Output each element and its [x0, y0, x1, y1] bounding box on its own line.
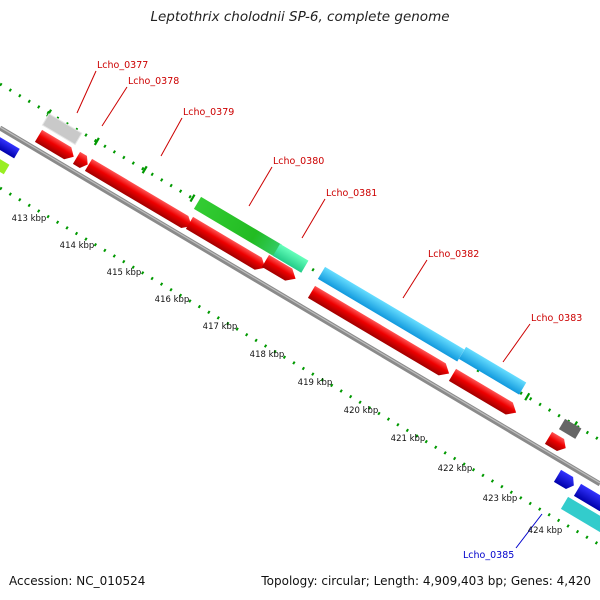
scale-tick-labels: 413 kbp 414 kbp 415 kbp 416 kbp 417 kbp 418 k…	[12, 214, 563, 536]
scale-tick-label: 424 kbp	[528, 526, 563, 536]
gene-lcho-0385	[560, 496, 600, 540]
cds-lcho-0382	[307, 285, 450, 376]
scale-tick-label: 413 kbp	[12, 214, 47, 224]
genome-backbone	[0, 125, 600, 487]
gene-label: Lcho_0380	[273, 156, 324, 167]
cds-lcho-0378	[72, 151, 88, 168]
map-title: Leptothrix cholodnii SP-6, complete geno…	[150, 9, 450, 25]
scale-tick-label: 421 kbp	[391, 434, 426, 444]
scale-tick-label: 415 kbp	[107, 268, 142, 278]
gene-label: Lcho_0385	[463, 550, 514, 561]
major-tick	[524, 392, 531, 401]
scale-tick-label: 417 kbp	[203, 322, 238, 332]
major-tick	[141, 165, 148, 174]
label-leader-line	[101, 86, 128, 127]
gene-label: Lcho_0378	[128, 76, 179, 87]
gene-lcho-0382	[317, 266, 465, 362]
gene-labels: Lcho_0377 Lcho_0378 Lcho_0379 Lcho_0380 Lcho…	[97, 60, 582, 561]
accession-text: Accession: NC_010524	[9, 574, 146, 588]
gene-blue-right-2	[573, 483, 600, 512]
cds-lcho-0383	[448, 368, 517, 415]
gene-lcho-0383	[458, 346, 527, 395]
scale-tick-label: 423 kbp	[483, 494, 518, 504]
cds-lcho-0380	[185, 216, 266, 270]
gene-yellowgreen-left	[0, 156, 10, 175]
label-leaders	[76, 70, 543, 549]
label-leader-line	[402, 259, 428, 299]
gene-label: Lcho_0377	[97, 60, 148, 71]
gene-lcho-0380	[193, 196, 282, 257]
gene-label: Lcho_0381	[326, 188, 377, 199]
scale-tick-label: 419 kbp	[298, 378, 333, 388]
gene-label: Lcho_0382	[428, 249, 479, 260]
gene-lcho-0377	[41, 113, 83, 146]
gene-blue-left	[0, 134, 20, 159]
gene-lcho-0381	[272, 243, 309, 273]
gene-label: Lcho_0383	[531, 313, 582, 324]
genome-summary-text: Topology: circular; Length: 4,909,403 bp…	[261, 574, 591, 588]
scale-tick-label: 414 kbp	[60, 241, 95, 251]
scale-tick-label: 418 kbp	[250, 350, 285, 360]
scale-tick-label: 416 kbp	[155, 295, 190, 305]
label-leader-line	[301, 198, 326, 239]
cds-lcho-0381	[261, 254, 296, 281]
gene-blue-right-1	[553, 469, 574, 490]
gene-grey-right	[558, 418, 582, 439]
major-tick	[93, 137, 100, 146]
scale-tick-label: 420 kbp	[344, 406, 379, 416]
label-leader-line	[502, 323, 531, 363]
cds-lcho-0379	[84, 158, 192, 229]
scale-tick-label: 422 kbp	[438, 464, 473, 474]
label-leader-line	[515, 513, 543, 549]
cds-lcho-0377	[34, 129, 74, 160]
cds-small-right	[544, 431, 566, 452]
label-leader-line	[248, 166, 273, 207]
label-leader-line	[160, 117, 183, 157]
gene-label: Lcho_0379	[183, 107, 234, 118]
label-leader-line	[76, 70, 97, 114]
major-tick	[189, 194, 196, 203]
